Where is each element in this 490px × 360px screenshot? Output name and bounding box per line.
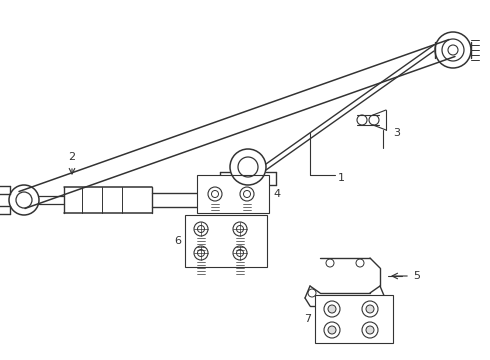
Circle shape	[328, 326, 336, 334]
Text: 3: 3	[393, 128, 400, 138]
Bar	[315, 295, 393, 343]
Bar	[185, 215, 267, 267]
Bar	[197, 175, 269, 213]
Text: 6: 6	[174, 236, 181, 246]
Circle shape	[366, 326, 374, 334]
Text: 1: 1	[338, 173, 345, 183]
Text: 4: 4	[273, 189, 280, 199]
Text: 7: 7	[304, 314, 311, 324]
Circle shape	[328, 305, 336, 313]
Text: 5: 5	[413, 271, 420, 281]
Text: 2: 2	[69, 152, 75, 162]
Circle shape	[366, 305, 374, 313]
